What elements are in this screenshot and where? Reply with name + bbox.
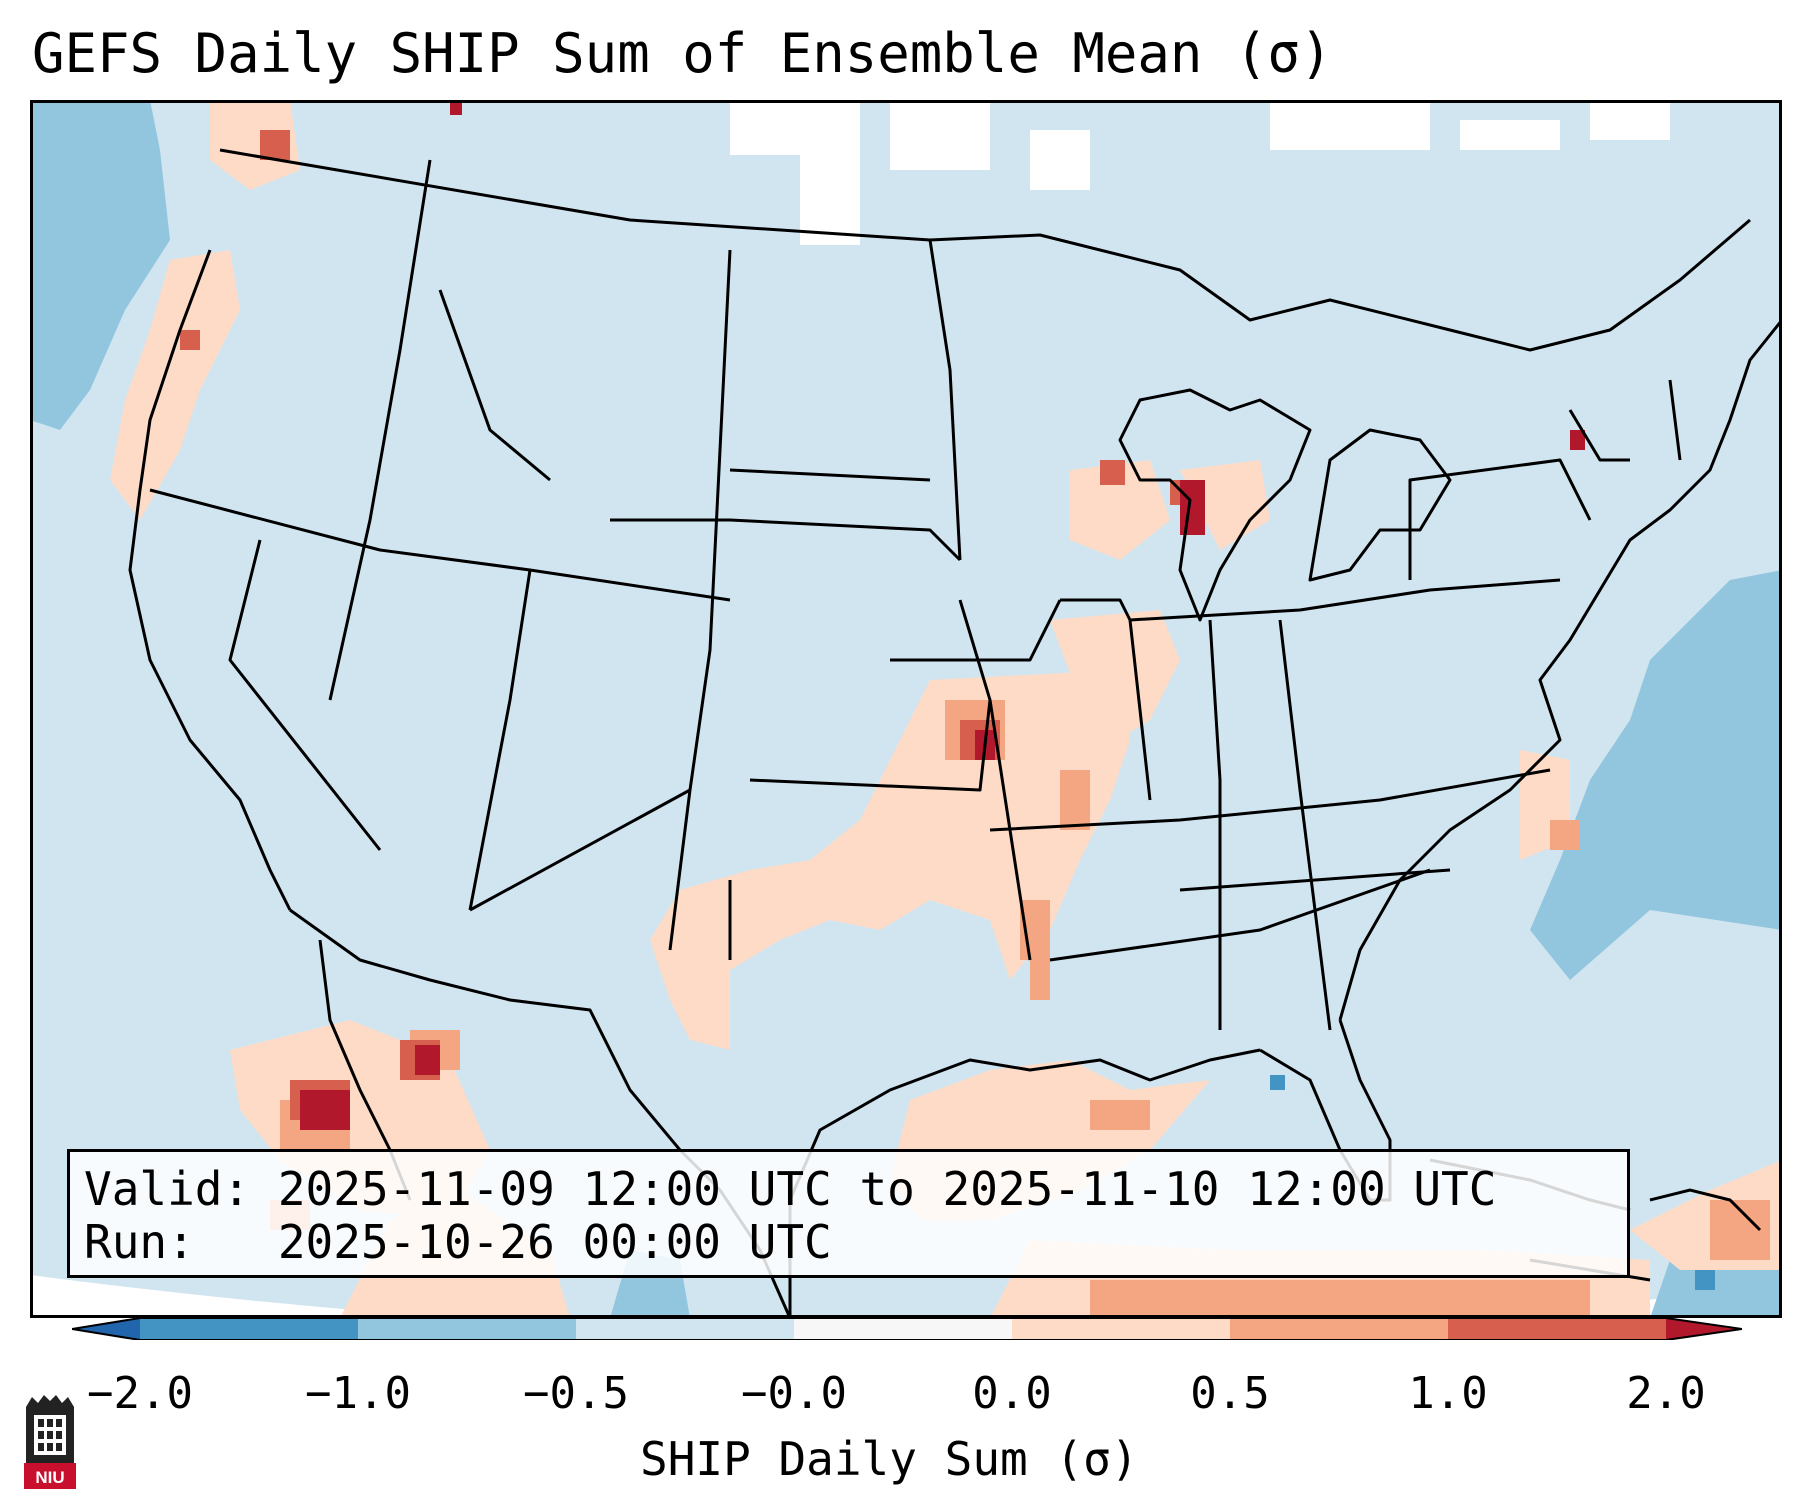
colorbar [72, 1318, 1742, 1340]
map-title: GEFS Daily SHIP Sum of Ensemble Mean (σ) [32, 22, 1333, 85]
colorbar-tick: −2.0 [87, 1368, 193, 1419]
wisconsin-positive-region [1070, 460, 1170, 560]
colorbar-tick: −0.5 [523, 1368, 629, 1419]
colorbar-tick: 0.5 [1190, 1368, 1270, 1419]
colorbar-tick: −0.0 [741, 1368, 847, 1419]
colorbar-segment-6 [1230, 1318, 1448, 1340]
central-us-positive-region [650, 670, 1130, 1050]
illinois-positive-region [1050, 610, 1180, 750]
colorbar-extend-high [1666, 1318, 1742, 1340]
run-time-text: Run: 2025-10-26 00:00 UTC [84, 1215, 832, 1269]
colorbar-tick: −1.0 [305, 1368, 411, 1419]
colorbar-tick: 0.0 [972, 1368, 1052, 1419]
washington-positive-patch [210, 100, 300, 190]
valid-time-text: Valid: 2025-11-09 12:00 UTC to 2025-11-1… [84, 1162, 1497, 1216]
west-coast-positive-region [110, 250, 240, 520]
colorbar-tick: 1.0 [1408, 1368, 1488, 1419]
extreme-positive-patches [300, 100, 1585, 1130]
pacific-northwest-negative-region [30, 100, 170, 430]
strong-negative-patches [1270, 1075, 1715, 1290]
colorbar-segment-1 [140, 1318, 358, 1340]
colorbar-segment-5 [1012, 1318, 1230, 1340]
colorbar-segment-4 [794, 1318, 1012, 1340]
colorbar-tick: 2.0 [1626, 1368, 1706, 1419]
colorbar-label: SHIP Daily Sum (σ) [640, 1432, 1139, 1486]
info-box: Valid: 2025-11-09 12:00 UTC to 2025-11-1… [67, 1149, 1630, 1278]
logo-shield [24, 1463, 76, 1489]
projected-domain [30, 100, 1782, 1318]
colorbar-extend-low [72, 1318, 140, 1340]
map-border [30, 100, 1782, 1318]
colorbar-segment-2 [358, 1318, 576, 1340]
near-zero-patches [730, 100, 1670, 245]
colorbar-segment-3 [576, 1318, 794, 1340]
negative-anomaly-regions [30, 100, 1782, 1318]
colorbar-segment-7 [1448, 1318, 1666, 1340]
map-canvas [30, 100, 1782, 1318]
atlantic-negative-region [1530, 570, 1782, 980]
logo-text: NIU [35, 1468, 64, 1487]
niu-logo: NIU [24, 1395, 76, 1489]
map-panel [30, 100, 1782, 1318]
